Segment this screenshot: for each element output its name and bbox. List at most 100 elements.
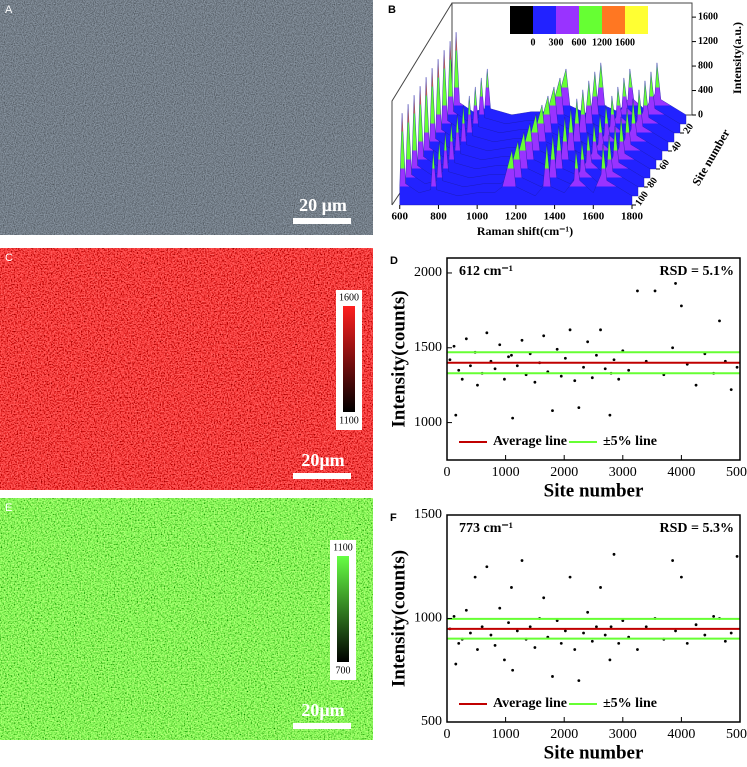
x-tick-label: 5000 [726,727,747,742]
y-tick-label: 1500 [414,340,442,355]
point [729,388,733,392]
colorbar-label: 1600 [339,292,359,303]
point [551,675,554,678]
point [476,383,479,387]
y-axis-label: Intensity(counts) [388,550,409,687]
colorbar-cell [510,6,533,34]
colorbar-cell [602,6,625,34]
point [577,406,581,410]
x-tick-label: 1400 [544,211,567,223]
point [563,356,567,360]
x-tick-label: 1000 [492,465,520,480]
point [533,646,537,649]
point [694,383,698,387]
point [503,377,506,381]
point [599,586,602,589]
point [617,377,621,381]
point [559,374,563,378]
point [559,641,563,645]
point [609,625,613,629]
x-tick-label: 4000 [667,727,695,742]
point [469,631,472,635]
colorbar-label: 300 [549,37,564,48]
point [489,633,493,637]
point [510,586,513,589]
point [551,409,554,413]
x-tick-label: 5000 [726,465,747,480]
point [671,346,675,350]
x-tick-label: 0 [444,465,451,480]
point [723,639,727,643]
y-tick-label: 1600 [698,11,718,22]
point [582,631,585,635]
point [503,658,506,662]
x-tick-label: 1600 [582,211,605,223]
colorbar-cell [579,6,602,34]
point [586,610,590,614]
point [542,334,546,338]
point [460,377,464,381]
point [674,629,677,633]
point [573,379,577,383]
point [608,658,612,662]
point [636,289,639,293]
rsd-label: RSD = 5.1% [660,264,734,279]
point [586,340,590,344]
point [448,358,452,362]
spectrum [399,113,633,206]
scale-bar [293,723,351,729]
colorbar-label: 1200 [592,37,612,48]
x-tick-label: 2000 [550,727,578,742]
x-tick-label: 800 [430,211,447,223]
point [473,575,477,579]
point [627,368,631,372]
colorbar-cell [556,6,579,34]
point [464,608,468,612]
point [595,625,598,629]
x-axis-label: Site number [544,742,644,763]
point [603,367,607,371]
point [735,555,739,558]
x-tick-label: 1000 [466,211,489,223]
x-tick-label: 3000 [609,465,637,480]
panel-letter: B [388,4,396,16]
point [515,629,519,633]
point [485,331,489,335]
point [671,559,675,562]
colorbar-label: 600 [572,37,587,48]
point [590,376,594,380]
x-tick-label: 2000 [550,465,578,480]
x-tick-label: 600 [391,211,408,223]
panel-letter: A [5,4,13,16]
y-axis-label: Intensity(a.u.) [730,22,744,94]
point [542,596,546,600]
point [694,623,698,627]
point [493,644,497,647]
point [528,625,532,629]
z-axis-label: Site number [689,126,733,188]
point [457,641,461,645]
point [563,629,567,633]
micrograph [0,248,373,490]
point [507,621,510,625]
scale-bar-label: 20µm [301,450,344,470]
point [568,328,572,332]
x-tick-label: 3000 [609,727,637,742]
point [680,304,683,308]
point [680,575,683,579]
scale-bar-label: 20µm [301,700,344,720]
panel-letter: D [390,255,398,267]
scale-bar-label: 20 µm [299,195,347,215]
colorbar-cell [533,6,556,34]
scale-bar [293,473,351,479]
panel-letter: C [5,252,13,264]
colorbar-label: 1600 [615,37,635,48]
scale-bar [293,218,351,224]
y-tick-label: 800 [698,60,713,71]
point [636,648,639,651]
point [674,282,677,285]
point [511,668,515,672]
point [452,615,456,618]
point [520,338,524,342]
y-tick-label: 1500 [414,507,442,522]
